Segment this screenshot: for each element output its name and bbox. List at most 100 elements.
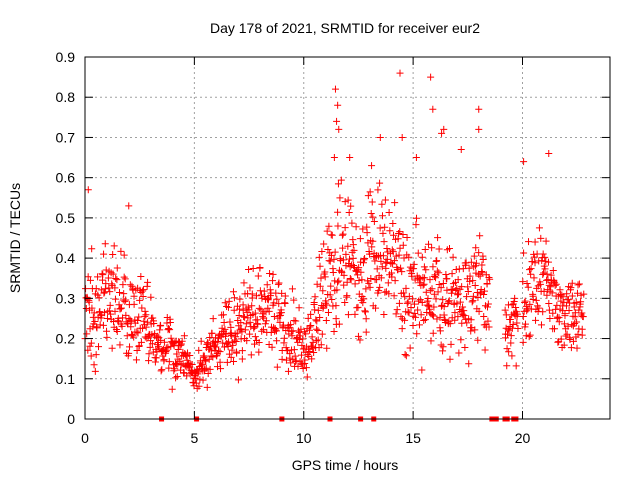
data-point: [328, 296, 336, 304]
data-point: [451, 316, 459, 324]
data-point: [396, 69, 404, 77]
data-point: [376, 179, 384, 187]
data-point: [305, 326, 313, 334]
data-point: [326, 291, 334, 299]
data-point: [484, 300, 492, 308]
data-point: [116, 341, 124, 349]
data-point: [389, 220, 397, 228]
data-points: [81, 69, 588, 393]
data-point: [366, 283, 374, 291]
data-point: [366, 250, 374, 258]
data-point: [245, 306, 253, 314]
data-point: [404, 308, 412, 316]
data-point: [327, 251, 335, 259]
data-point: [462, 259, 470, 267]
data-point: [242, 320, 250, 328]
data-point: [145, 350, 153, 358]
data-point: [429, 329, 437, 337]
data-point: [512, 362, 520, 370]
data-point: [435, 245, 443, 253]
x-tick-label: 10: [296, 430, 312, 446]
data-point: [410, 300, 418, 308]
data-point: [376, 283, 384, 291]
data-point: [381, 223, 389, 231]
data-point: [82, 285, 90, 293]
data-point: [536, 280, 544, 288]
data-point: [117, 247, 125, 255]
data-point: [145, 357, 153, 365]
data-point: [122, 296, 130, 304]
data-point: [105, 284, 113, 292]
data-point: [481, 287, 489, 295]
data-point: [269, 270, 277, 278]
data-point: [402, 284, 410, 292]
data-point: [250, 324, 258, 332]
data-point: [415, 321, 423, 329]
data-point: [91, 317, 99, 325]
data-point: [471, 282, 479, 290]
data-point: [281, 300, 289, 308]
data-point: [173, 350, 181, 358]
data-point: [232, 333, 240, 341]
data-point: [557, 297, 565, 305]
data-point: [424, 302, 432, 310]
plot-frame: [84, 56, 611, 420]
data-point: [85, 298, 93, 306]
data-point: [359, 299, 367, 307]
data-point: [299, 335, 307, 343]
data-point: [349, 254, 357, 262]
data-point: [403, 234, 411, 242]
data-point: [163, 346, 171, 354]
data-point: [345, 255, 353, 263]
data-point: [392, 310, 400, 318]
data-point: [478, 269, 486, 277]
data-point: [235, 311, 243, 319]
data-point: [328, 231, 336, 239]
data-point: [578, 309, 586, 317]
data-point: [409, 295, 417, 303]
data-point: [569, 337, 577, 345]
data-point: [336, 194, 344, 202]
data-point: [251, 309, 259, 317]
data-point: [206, 365, 214, 373]
x-tick-label: 5: [190, 430, 198, 446]
data-point: [212, 343, 220, 351]
data-point: [380, 311, 388, 319]
data-point: [390, 257, 398, 265]
data-point: [421, 316, 429, 324]
data-point: [120, 251, 128, 259]
data-point: [425, 240, 433, 248]
data-point: [94, 273, 102, 281]
data-point: [201, 356, 209, 364]
data-point: [132, 356, 140, 364]
data-point: [537, 321, 545, 329]
data-point: [321, 273, 329, 281]
data-point: [382, 264, 390, 272]
data-point: [322, 316, 330, 324]
data-point: [558, 291, 566, 299]
data-point: [547, 283, 555, 291]
data-point: [432, 274, 440, 282]
data-point: [411, 313, 419, 321]
data-point: [565, 307, 573, 315]
data-point: [484, 303, 492, 311]
data-point: [396, 244, 404, 252]
data-point: [577, 298, 585, 306]
data-point: [195, 346, 203, 354]
data-point: [501, 306, 509, 314]
data-point: [425, 301, 433, 309]
data-point: [362, 328, 370, 336]
data-point: [391, 277, 399, 285]
data-point: [388, 246, 396, 254]
data-point: [553, 301, 561, 309]
data-point: [429, 312, 437, 320]
data-point: [87, 352, 95, 360]
data-point: [324, 245, 332, 253]
data-point: [396, 228, 404, 236]
data-point: [223, 358, 231, 366]
data-point: [439, 347, 447, 355]
data-point: [273, 295, 281, 303]
data-point: [125, 202, 133, 210]
